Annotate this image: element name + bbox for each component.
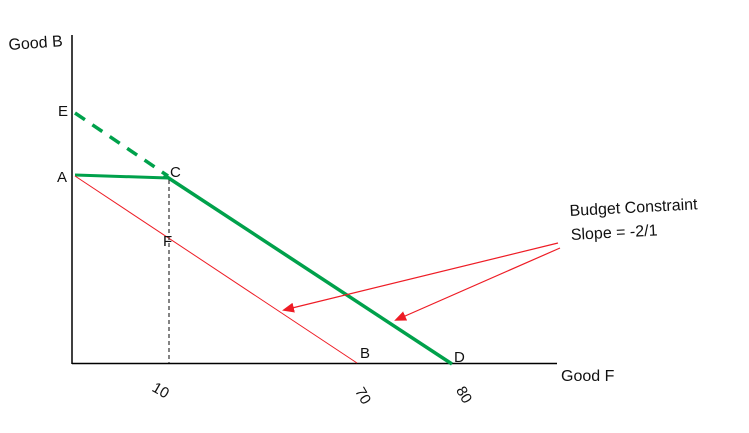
annotation-arrow-to-red-line bbox=[282, 242, 559, 313]
x-axis-label: Good F bbox=[561, 368, 615, 385]
point-label-e: E bbox=[58, 103, 69, 120]
point-label-b: B bbox=[360, 345, 371, 362]
point-label-f: F bbox=[163, 233, 173, 250]
point-label-d: D bbox=[454, 349, 465, 366]
green-budget-line-c-d bbox=[163, 173, 453, 366]
annotation-arrow-to-green-line bbox=[394, 247, 561, 321]
point-label-c: C bbox=[170, 164, 181, 181]
red-budget-line-a-b bbox=[74, 175, 358, 364]
green-segment-a-c bbox=[74, 173, 169, 180]
point-label-a: A bbox=[57, 169, 68, 186]
annotation-budget-constraint: Budget Constraint Slope = -2/1 bbox=[569, 193, 699, 248]
dashed-extension-line-e-c bbox=[74, 111, 169, 178]
